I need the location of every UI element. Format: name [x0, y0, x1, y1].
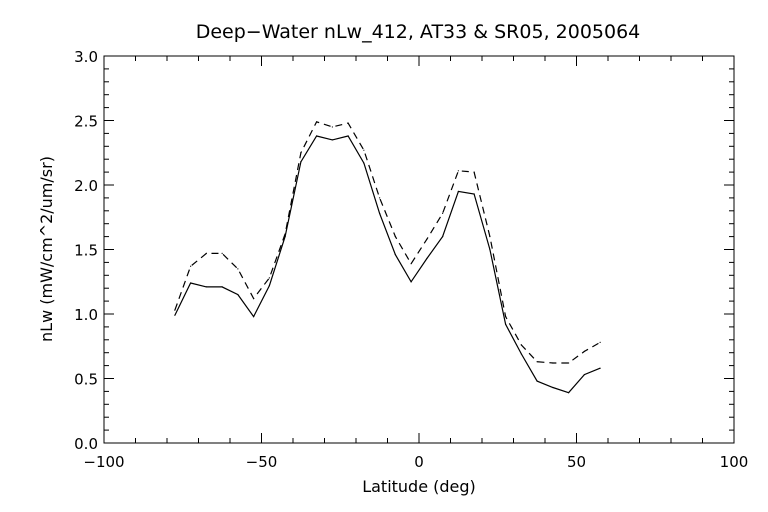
axis-ticks	[103, 55, 735, 444]
data-point	[457, 170, 459, 172]
x-tick-label: 100	[720, 453, 749, 471]
data-point	[410, 263, 412, 265]
data-point	[552, 386, 554, 389]
y-tick-label: 2.5	[74, 113, 98, 131]
data-point	[442, 236, 444, 238]
data-point	[394, 254, 396, 256]
y-tick-label: 2.0	[74, 177, 98, 195]
data-point	[174, 314, 176, 316]
data-point	[268, 277, 270, 279]
data-point	[599, 367, 601, 369]
data-point	[442, 212, 444, 214]
data-point	[379, 197, 381, 199]
data-point	[520, 353, 522, 355]
data-point	[300, 152, 302, 154]
y-tick-label: 1.5	[74, 242, 98, 260]
data-point	[205, 252, 207, 254]
plot-frame	[103, 55, 735, 444]
chart-title: Deep−Water nLw_412, AT33 & SR05, 2005064	[196, 21, 641, 43]
data-point	[205, 286, 207, 288]
data-point	[363, 162, 365, 164]
x-tick-label: 0	[414, 453, 424, 471]
data-point	[316, 121, 318, 123]
y-axis-label: nLw (mW/cm^2/um/sr)	[37, 156, 56, 342]
data-point	[221, 252, 223, 254]
data-point	[410, 281, 412, 283]
data-point	[536, 380, 538, 382]
data-point	[489, 236, 491, 238]
data-point	[473, 193, 475, 195]
y-tick-label: 0.5	[74, 371, 98, 389]
data-point	[190, 265, 192, 267]
data-point	[331, 139, 333, 141]
data-point	[583, 350, 585, 353]
data-point	[237, 268, 239, 270]
series-line-dashed	[174, 121, 601, 364]
data-point	[300, 161, 302, 163]
data-point	[268, 285, 270, 287]
data-point	[394, 236, 396, 238]
data-point	[284, 233, 286, 235]
data-point	[552, 362, 554, 364]
data-point	[347, 135, 349, 137]
data-point	[505, 323, 507, 325]
data-point	[253, 315, 255, 318]
y-tick-label: 1.0	[74, 306, 98, 324]
data-point	[190, 282, 192, 284]
data-point	[489, 248, 491, 251]
x-tick-label: −50	[246, 453, 278, 471]
data-point	[347, 122, 349, 124]
x-tick-label: −100	[83, 453, 124, 471]
data-point	[316, 135, 318, 137]
data-point	[536, 361, 538, 363]
data-point	[457, 190, 459, 193]
data-point	[379, 212, 381, 214]
data-point	[520, 344, 522, 346]
data-point	[221, 286, 223, 288]
plot-area	[103, 55, 735, 444]
data-point	[426, 257, 428, 260]
data-point	[568, 392, 570, 394]
y-tick-label: 3.0	[74, 48, 98, 66]
data-point	[568, 362, 570, 364]
data-point	[253, 297, 255, 300]
data-point	[473, 171, 475, 173]
x-tick-label: 50	[567, 453, 586, 471]
series-line-solid	[174, 135, 601, 394]
data-point	[363, 149, 365, 151]
data-point	[331, 126, 333, 128]
series-group	[174, 121, 601, 394]
data-point	[599, 341, 601, 343]
x-axis-label: Latitude (deg)	[362, 477, 476, 496]
data-point	[174, 309, 176, 311]
data-point	[426, 238, 428, 240]
axis-tick-labels: −100 −50 0 50 100 0.0 0.5 1.0 1.5 2.0 2.5 3.0	[74, 48, 748, 471]
y-tick-label: 0.0	[74, 435, 98, 453]
data-point	[583, 374, 585, 376]
data-point	[237, 294, 239, 296]
data-point	[505, 315, 507, 318]
